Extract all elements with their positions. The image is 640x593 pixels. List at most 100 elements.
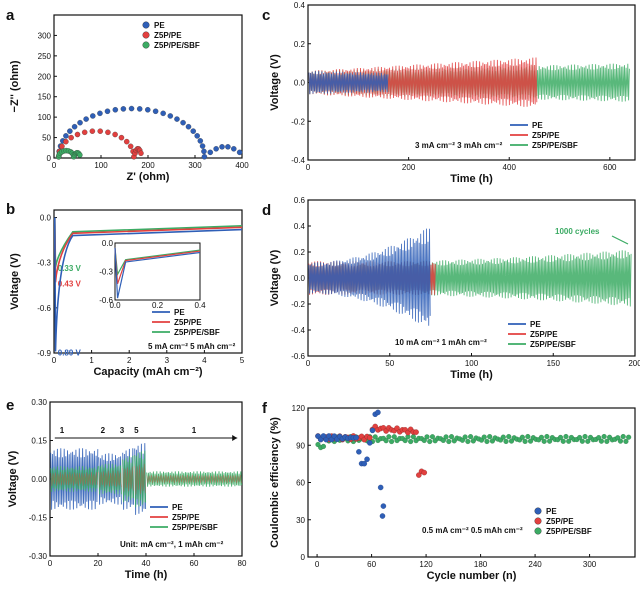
panel-a-legend-label: Z5P/PE/SBF [154, 41, 200, 50]
panel-f-point [424, 434, 430, 440]
panel-f-ytick-label: 90 [296, 441, 305, 450]
panel-f-point [320, 433, 327, 439]
panel-a-point [136, 106, 143, 112]
panel-a-point [59, 143, 65, 150]
panel-f-point [577, 434, 583, 441]
panel-f-point [615, 435, 621, 441]
panel-b-legend-label: PE [174, 308, 185, 317]
panel-f-point [361, 460, 368, 467]
panel-b-overpotential-label: 0.43 V [58, 279, 82, 288]
panel-e-xtick-label: 0 [48, 559, 53, 568]
panel-e-series-trace [98, 470, 122, 488]
panel-d-ytick-label: -0.6 [291, 352, 305, 361]
panel-a-point [190, 128, 196, 134]
panel-a-point [120, 106, 127, 112]
panel-f-point [527, 438, 534, 444]
panel-d-annotation-arrow [611, 235, 629, 245]
panel-a-point [74, 131, 81, 138]
panel-b-xtick-label: 2 [127, 356, 132, 365]
panel-a-point [112, 107, 119, 113]
panel-f-point [598, 438, 604, 444]
panel-b-inset-ytick: -0.3 [99, 268, 113, 277]
panel-f-point [364, 456, 370, 463]
panel-f-panel-letter: f [262, 400, 268, 417]
panel-b-ytick-label: 0.0 [40, 214, 52, 223]
panel-e-legend-label: Z5P/PE/SBF [172, 523, 218, 532]
panel-f-point [481, 434, 487, 440]
panel-f-point [544, 434, 550, 440]
panel-a-point [89, 128, 96, 134]
panel-e-rate-label: 5 [134, 426, 139, 435]
panel-f-point [506, 434, 512, 440]
panel-d-ytick-label: 0.0 [294, 274, 306, 283]
panel-a-ylabel: −Z'' (ohm) [9, 60, 21, 112]
panel-a-point [201, 148, 207, 155]
panel-b-inset-line [114, 247, 201, 299]
panel-f-point [372, 434, 378, 440]
panel-b-legend-label: Z5P/PE/SBF [174, 328, 220, 337]
panel-a-point [68, 134, 74, 141]
panel-e-ytick-label: 0.30 [31, 398, 47, 407]
panel-a-point [127, 143, 134, 150]
panel-e-ytick-label: 0.00 [31, 475, 47, 484]
panel-a-point [67, 128, 73, 134]
panel-f-point [443, 434, 449, 440]
panel-e-rate-label: 2 [101, 426, 106, 435]
panel-e-series-trace [50, 471, 98, 487]
panel-c-ytick-label: -0.4 [291, 156, 305, 165]
panel-f-point [560, 438, 566, 444]
panel-f-point [538, 434, 544, 440]
panel-a-point [63, 138, 69, 145]
panel-f-point [617, 438, 624, 444]
panel-f-point [582, 434, 588, 440]
panel-f-point [427, 438, 433, 445]
panel-e-xtick-label: 80 [238, 559, 247, 568]
panel-b-inset-ytick: 0.0 [102, 239, 114, 248]
panel-e-ytick-label: 0.15 [31, 437, 47, 446]
panel-c-xtick-label: 600 [603, 163, 617, 172]
panel-a-panel-letter: a [6, 7, 15, 24]
panel-b-panel-letter: b [6, 201, 15, 218]
panel-c-legend-label: Z5P/PE [532, 131, 560, 140]
panel-e-series-trace [122, 466, 134, 492]
panel-a-point [213, 146, 219, 152]
panel-f-point [416, 472, 422, 478]
panel-b-xtick-label: 0 [52, 356, 57, 365]
panel-a-point [63, 133, 69, 139]
panel-a-point [105, 129, 111, 136]
panel-d-xtick-label: 150 [547, 359, 561, 368]
panel-e-rate-label: 1 [60, 426, 65, 435]
panel-a-ytick-label: 0 [47, 154, 52, 163]
panel-e-legend-label: Z5P/PE [172, 513, 200, 522]
panel-f-point [389, 438, 395, 445]
panel-a-point [180, 119, 186, 126]
panel-f-ylabel: Coulombic efficiency (%) [269, 417, 281, 548]
panel-e-rate-label: 1 [192, 426, 197, 435]
panel-f-legend-marker [534, 507, 542, 515]
panel-f-point [367, 435, 373, 441]
panel-c-ylabel: Voltage (V) [269, 54, 281, 111]
panel-e-xlabel: Time (h) [125, 569, 168, 581]
panel-a-point [83, 116, 89, 122]
panel-b-overpotential-label: 0.89 V [58, 348, 82, 357]
panel-f-point [421, 469, 428, 476]
panel-a-xtick-label: 400 [235, 161, 249, 170]
panel-c-ytick-label: 0.2 [294, 40, 306, 49]
panel-b-legend-label: Z5P/PE [174, 318, 202, 327]
panel-a-ytick-label: 200 [38, 72, 52, 81]
panel-f-ytick-label: 0 [301, 553, 306, 562]
panel-f-point [353, 434, 359, 441]
panel-d-ylabel: Voltage (V) [269, 249, 281, 306]
panel-f-condition: 0.5 mA cm⁻² 0.5 mAh cm⁻² [422, 526, 523, 535]
panel-c-series-trace [308, 71, 389, 95]
panel-c-xlabel: Time (h) [450, 173, 493, 185]
panel-a-point [199, 143, 206, 149]
panel-d-legend-label: PE [530, 320, 541, 329]
panel-a-point [71, 123, 78, 130]
panel-a-legend-marker [142, 41, 150, 49]
panel-b-ylabel: Voltage (V) [9, 253, 21, 310]
panel-a-point [225, 144, 231, 150]
panel-f-legend-label: Z5P/PE/SBF [546, 527, 592, 536]
panel-f-point [484, 438, 490, 445]
panel-a-point [194, 133, 200, 139]
